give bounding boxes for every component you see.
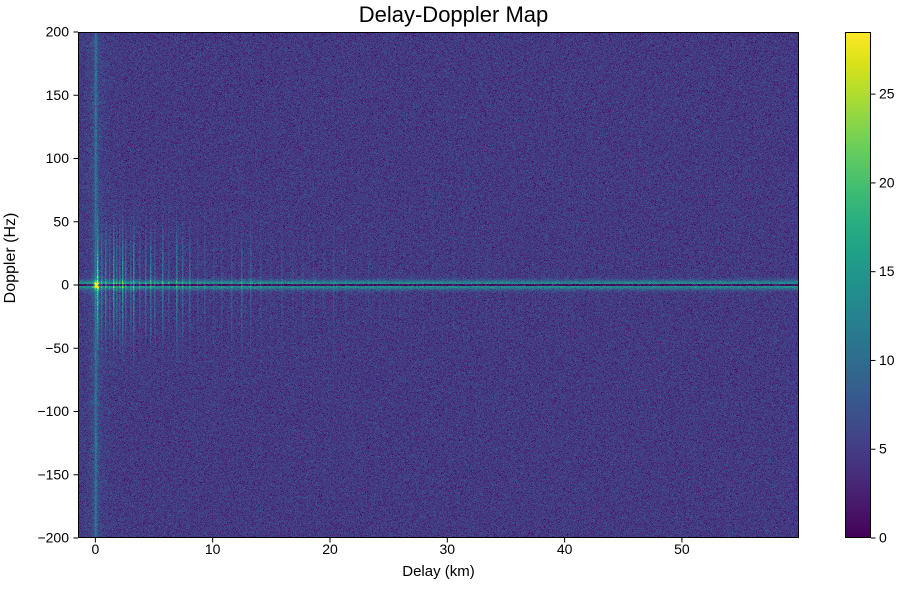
svg-text:−100: −100	[37, 403, 69, 419]
svg-text:40: 40	[557, 541, 573, 557]
svg-text:−200: −200	[37, 530, 69, 546]
svg-text:0: 0	[91, 541, 99, 557]
svg-text:0: 0	[879, 530, 887, 546]
svg-text:Doppler (Hz): Doppler (Hz)	[2, 213, 19, 304]
svg-text:−50: −50	[45, 340, 69, 356]
svg-text:50: 50	[674, 541, 690, 557]
svg-text:25: 25	[879, 86, 895, 102]
svg-text:−150: −150	[37, 466, 69, 482]
svg-text:0: 0	[61, 277, 69, 293]
svg-text:10: 10	[205, 541, 221, 557]
svg-text:200: 200	[46, 24, 70, 40]
svg-text:50: 50	[53, 213, 69, 229]
svg-text:20: 20	[322, 541, 338, 557]
svg-text:10: 10	[879, 352, 895, 368]
svg-text:150: 150	[46, 87, 70, 103]
svg-text:Delay-Doppler Map: Delay-Doppler Map	[359, 2, 549, 27]
svg-text:30: 30	[440, 541, 456, 557]
svg-text:Delay (km): Delay (km)	[402, 563, 475, 580]
svg-text:5: 5	[879, 441, 887, 457]
svg-text:20: 20	[879, 174, 895, 190]
svg-text:15: 15	[879, 263, 895, 279]
svg-text:100: 100	[46, 150, 70, 166]
